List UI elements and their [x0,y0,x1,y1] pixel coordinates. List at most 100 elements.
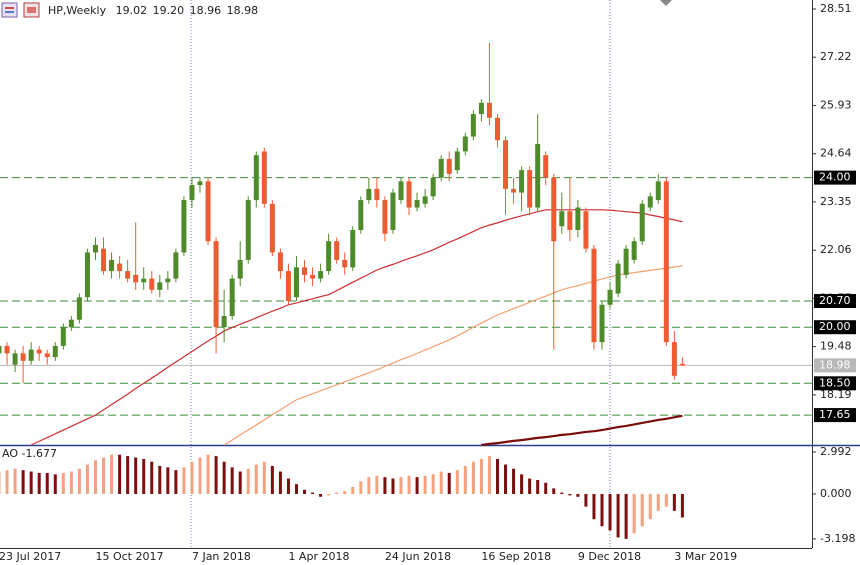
histogram-bar [278,471,282,494]
candle-body [663,181,669,343]
candle-body [173,252,179,279]
candle-body [285,271,291,302]
candle-body [60,327,66,346]
histogram-bar [463,465,467,494]
histogram-bar [568,493,572,496]
histogram-bar [190,461,194,494]
candle-body [470,114,476,137]
histogram-bar [150,461,154,494]
candle-body [503,140,509,189]
scroll-marker [660,0,672,6]
candle-body [655,181,661,201]
candle-body [639,203,645,242]
candle-body [125,271,131,279]
histogram-bar [166,467,170,494]
histogram-bar [286,478,290,494]
candle-body [486,102,492,118]
candle-body [551,177,557,242]
histogram-bar [520,474,524,494]
histogram-bar [423,475,427,494]
y-tick-label: 23.35 [820,195,852,208]
y-tick-label: 22.06 [820,243,852,256]
histogram-bar [77,468,81,494]
candle-body [189,185,195,201]
candle-body [567,211,573,230]
y-tick-label: -3.198 [820,532,855,545]
candle-body [671,342,677,376]
candle-body [149,278,155,290]
histogram-bar [206,454,210,494]
candle-body [237,259,243,279]
histogram-bar [359,481,363,494]
candle-body [631,241,637,260]
candle-body [422,196,428,204]
histogram-bar [311,492,315,494]
histogram-bar [415,477,419,494]
y-tick-label: 19.48 [820,340,852,353]
candle-body [494,117,500,141]
price-label: 18.98 [819,358,851,371]
histogram-bar [407,475,411,494]
candle-body [0,345,2,354]
symbol: HP,Weekly [48,4,107,17]
histogram-bar [592,493,596,520]
histogram-bar [319,493,323,497]
level-label: 24.00 [819,171,851,184]
histogram-bar [624,493,628,539]
candle-body [647,196,653,208]
histogram-bar [93,460,97,494]
histogram-bar [270,465,274,494]
histogram-bar [230,467,234,494]
candle-body [527,170,533,208]
candle-body [133,274,139,283]
candle-body [350,229,356,268]
moving-average [223,265,683,446]
x-tick-label: 24 Jun 2018 [385,550,451,563]
candle-body [245,200,251,260]
indicator-label: AO -1.677 [2,447,57,460]
histogram-bar [142,458,146,494]
x-tick-label: 23 Jul 2017 [0,550,61,563]
x-tick-label: 16 Sep 2018 [481,550,551,563]
candle-body [462,136,468,152]
y-tick-label: 24.64 [820,147,852,160]
candle-body [438,158,444,178]
level-label: 20.00 [819,320,851,333]
histogram-bar [471,461,475,494]
candle-body [366,188,372,201]
histogram-bar [439,471,443,494]
histogram-bar [118,454,122,494]
histogram-bar [69,471,73,494]
histogram-bar [327,493,331,496]
candle-body [607,289,613,305]
y-tick-label: 18.19 [820,388,852,401]
y-tick-label: 28.51 [820,2,852,15]
histogram-bar [5,470,9,494]
histogram-bar [399,477,403,494]
histogram-bar [158,465,162,494]
histogram-bar [254,464,258,494]
histogram-bar [616,493,620,538]
histogram-bar [222,461,226,494]
ohlc-open: 19.02 [116,4,148,17]
histogram-bar [343,491,347,494]
candle-body [583,211,589,249]
x-tick-label: 1 Apr 2018 [288,550,349,563]
price-label-box [814,358,856,373]
histogram-bar [640,493,644,527]
histogram-bar [656,493,660,511]
indicator-name: AO [2,447,18,460]
candle-body [318,271,324,279]
candle-body [535,143,541,208]
candle-body [197,181,203,186]
histogram-bar [632,493,636,534]
candle-body [591,248,597,343]
histogram-bar [536,479,540,494]
histogram-bar [504,464,508,494]
chart-header: HP,Weekly 19.02 19.20 18.96 18.98 [48,4,258,17]
candle-body [52,345,58,358]
candle-body [269,203,275,253]
candle-body [141,278,147,283]
candle-body [334,241,340,260]
